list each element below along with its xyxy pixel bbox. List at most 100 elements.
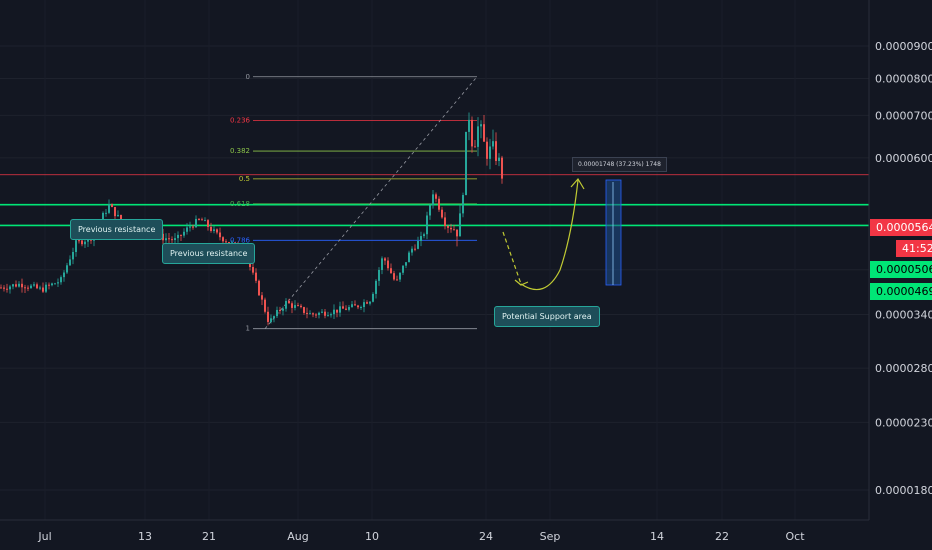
candle-body [498,157,500,161]
candle-body [75,240,77,252]
x-tick-label: Jul [37,530,51,543]
candle-body [183,231,185,236]
candle-body [36,284,38,289]
candle-body [78,240,80,242]
candle-body [381,258,383,270]
annotation-potential-support[interactable]: Potential Support area [494,306,600,327]
time-axis[interactable]: Jul 13 21 Aug 10 24 Sep 14 22 Oct [37,530,805,543]
candle-body [408,252,410,263]
candle-body [213,229,215,232]
candle-body [198,218,200,220]
candle-body [162,233,164,241]
candle-body [387,260,389,269]
candle-body [228,242,230,244]
candle-body [324,311,326,316]
candle-body [429,205,431,216]
candle-body [258,280,260,296]
candle-body [66,265,68,273]
x-tick-label: Aug [287,530,308,543]
candle-body [321,311,323,313]
candle-body [474,146,476,148]
candle-body [216,229,218,233]
candle-body [297,305,299,307]
candle-body [165,238,167,241]
fib-retracement[interactable]: 0 0.236 0.382 0.5 0.618 0.786 1 [230,73,478,333]
candle-body [45,284,47,292]
candle-body [273,316,275,319]
candle-body [192,226,194,228]
candle-body [312,313,314,315]
fib-trendline[interactable] [264,76,478,329]
fib-level-label: 0.5 [239,175,250,183]
y-tick-label: 0.00001800 [875,484,932,497]
candle-body [495,141,497,161]
grid [0,45,869,491]
arrow-head-up [570,177,585,190]
candle-body [186,227,188,232]
candle-body [267,311,269,322]
x-tick-label: 24 [479,530,493,543]
candle-body [12,284,14,287]
candle-body [51,283,53,286]
candle-body [483,124,485,142]
candle-body [399,272,401,280]
candle-body [261,295,263,300]
candle-body [330,314,332,316]
candle-body [417,240,419,249]
candle-body [378,269,380,281]
candle-body [21,283,23,288]
candle-body [486,141,488,159]
candle-body [102,212,104,222]
arrow-head-down [514,279,529,286]
candle-body [345,308,347,310]
candle-body [420,236,422,241]
x-tick-label: 13 [138,530,152,543]
candle-body [375,280,377,294]
candle-body [255,272,257,281]
candle-body [402,265,404,273]
candle-body [3,287,5,289]
price-badge-support-upper: 0.00005064 [870,261,932,278]
candle-body [396,279,398,281]
candle-body [369,301,371,304]
fib-level-label: 0.618 [230,200,250,208]
candle-body [366,302,368,304]
candle-body [225,241,227,243]
candle-body [423,234,425,237]
measure-label[interactable]: 0.00001748 (37.23%) 1748 [572,157,667,172]
countdown-badge: 41:52 [896,240,932,257]
measure-box[interactable] [605,179,622,286]
candle-body [204,220,206,222]
annotation-previous-resistance-2[interactable]: Previous resistance [162,243,256,264]
candle-body [282,308,284,311]
annotation-previous-resistance-1[interactable]: Previous resistance [70,219,164,240]
candle-body [360,307,362,309]
candle-body [444,217,446,226]
candle-body [294,305,296,308]
drawings [502,177,622,291]
candle-body [18,283,20,287]
x-tick-label: Oct [785,530,805,543]
candle-body [189,226,191,228]
candle-body [501,157,503,179]
candle-body [114,207,116,217]
candle-body [438,198,440,210]
projection-path-down[interactable] [502,231,522,285]
candle-body [195,218,197,228]
candle-body [285,300,287,309]
candle-body [453,229,455,231]
candle-body [264,299,266,312]
candle-body [108,204,110,213]
candle-body [84,241,86,245]
candle-body [354,304,356,306]
candle-body [342,306,344,309]
fib-level-label: 1 [246,325,250,333]
candle-body [201,219,203,221]
horizontal-lines [0,174,869,227]
projection-path-up[interactable] [520,179,579,291]
candle-body [363,302,365,308]
candle-body [300,305,302,308]
